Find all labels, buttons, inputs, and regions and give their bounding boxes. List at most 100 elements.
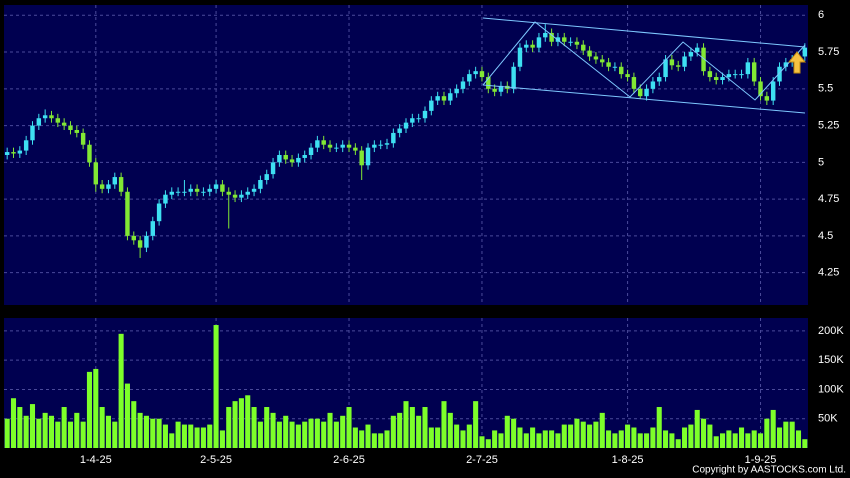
volume-bar xyxy=(175,421,181,448)
volume-bar xyxy=(466,424,472,448)
candle-body xyxy=(125,191,130,236)
signal-arrow xyxy=(787,51,807,74)
candle-body xyxy=(777,66,782,82)
x-tick-label: 2-7-25 xyxy=(466,454,498,466)
volume-bar xyxy=(454,424,460,448)
candle-body xyxy=(441,96,447,101)
volume-bar xyxy=(549,430,555,448)
volume-bar xyxy=(245,395,251,448)
candle-body xyxy=(511,66,516,89)
volume-bar xyxy=(74,412,80,448)
candle-body xyxy=(460,81,466,89)
volume-bar xyxy=(207,424,213,448)
candle-body xyxy=(112,177,118,185)
candle-body xyxy=(663,59,668,78)
candle-body xyxy=(182,191,187,193)
volume-bar xyxy=(112,421,118,448)
candle-body xyxy=(378,144,383,146)
volume-bar xyxy=(131,401,137,448)
volume-bar xyxy=(143,415,149,448)
volume-bar xyxy=(688,424,694,448)
volume-bar xyxy=(397,412,403,448)
copyright: Copyright by AASTOCKS.com Ltd. xyxy=(692,465,846,476)
volume-bar xyxy=(764,418,770,448)
candle-body xyxy=(492,88,497,92)
zigzag-line xyxy=(482,21,806,101)
volume-bar xyxy=(333,421,339,448)
volume-bar xyxy=(365,424,371,448)
candle-body xyxy=(619,66,624,75)
candle-body xyxy=(410,118,415,123)
volume-bar xyxy=(606,430,612,448)
x-tick-label: 1-4-25 xyxy=(80,454,112,466)
volume-bar xyxy=(492,430,498,448)
volume-bar xyxy=(542,430,548,448)
candle-body xyxy=(315,140,320,148)
volume-bar xyxy=(29,404,36,448)
y-tick-label: 4.5 xyxy=(818,230,833,242)
volume-bar xyxy=(162,424,168,448)
y-tick-label: 4.75 xyxy=(818,193,839,205)
candle-body xyxy=(302,155,307,158)
candle-body xyxy=(384,143,390,145)
candle-body xyxy=(17,150,23,154)
volume-bar xyxy=(770,409,776,448)
volume-bar xyxy=(194,427,200,448)
volume-bar xyxy=(568,424,574,448)
volume-bar xyxy=(745,433,751,448)
candle-body xyxy=(600,59,605,63)
candle-body xyxy=(353,147,358,151)
volume-bar xyxy=(169,433,175,448)
volume-bar xyxy=(124,383,130,448)
volume-bar xyxy=(257,421,263,448)
volume-bar xyxy=(625,424,631,448)
volume-bar xyxy=(340,415,346,448)
marks xyxy=(4,24,808,448)
candle-body xyxy=(397,128,402,133)
candle-body xyxy=(764,96,770,101)
volume-bar xyxy=(99,407,105,448)
candle-body xyxy=(473,71,478,75)
candle-body xyxy=(543,32,548,38)
volume-bar xyxy=(751,430,757,448)
volume-bar xyxy=(219,430,225,448)
candle-body xyxy=(720,77,725,80)
candle-body xyxy=(536,37,542,48)
volume-bar xyxy=(682,427,688,448)
volume-bar xyxy=(701,418,707,448)
candle-body xyxy=(739,74,744,76)
volume-bar xyxy=(663,430,669,448)
volume-bar xyxy=(707,424,713,448)
candle-body xyxy=(137,240,143,248)
candle-body xyxy=(688,52,694,57)
candle-body xyxy=(657,77,662,82)
volume-bar xyxy=(460,430,466,448)
volume-bar xyxy=(302,421,308,448)
candle-body xyxy=(574,41,580,45)
candle-body xyxy=(587,50,592,57)
volume-bar xyxy=(42,412,48,448)
volume-bar xyxy=(447,412,453,448)
candle-body xyxy=(232,194,238,198)
volume-bar xyxy=(802,439,808,448)
candle-body xyxy=(23,140,29,151)
y-tick-label: 5.25 xyxy=(818,119,839,131)
candle-body xyxy=(682,56,687,67)
candle-body xyxy=(131,235,136,241)
candle-body xyxy=(194,188,200,192)
volume-bar xyxy=(289,421,295,448)
volume-bar xyxy=(283,415,289,448)
volume-bar xyxy=(580,421,586,448)
volume-bar xyxy=(390,415,396,448)
candle-body xyxy=(207,188,212,192)
volume-bar xyxy=(314,418,320,448)
volume-bar xyxy=(150,418,156,448)
volume-bar xyxy=(732,433,738,448)
candle-body xyxy=(239,194,244,198)
volume-bar xyxy=(511,418,517,448)
candle-body xyxy=(283,155,288,160)
channel-lower xyxy=(482,84,806,114)
volume-bar xyxy=(321,421,327,448)
volume-bar xyxy=(86,371,92,448)
volume-bar xyxy=(200,427,206,448)
